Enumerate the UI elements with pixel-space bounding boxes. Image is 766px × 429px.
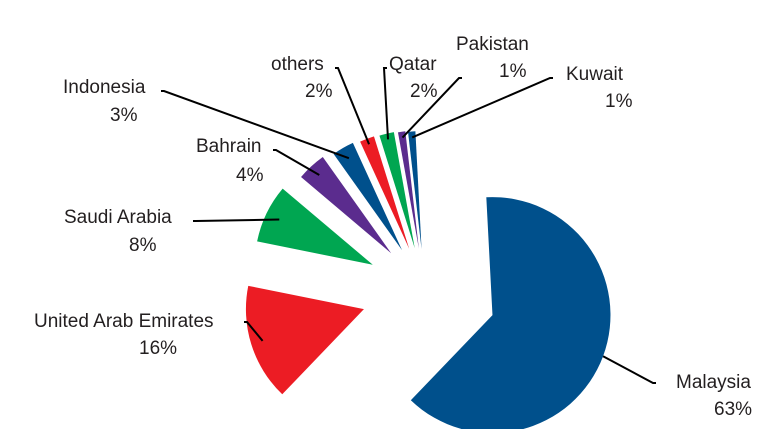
slice-label-percent: 16% [139,338,177,359]
slice-label-name: Saudi Arabia [64,207,172,228]
slice-label-percent: 2% [410,81,438,102]
pie-slice-bahrain [301,157,392,254]
pie-slice-pakistan [397,131,419,249]
leader-line-indonesia [161,90,350,160]
pie-slice-qatar [379,132,415,249]
slice-label-name: United Arab Emirates [34,311,214,332]
slice-label-percent: 2% [305,81,333,102]
leader-line-pakistan [401,77,462,139]
leader-line-saudi-arabia [193,218,280,222]
pie-slice-saudi-arabia [257,188,373,265]
leader-lines [161,67,656,384]
pie-slice-united-arab-emirates [245,285,364,395]
slice-label-percent: 63% [714,399,752,420]
slice-label-percent: 1% [605,91,633,112]
slice-label-name: Bahrain [196,136,262,157]
slice-label-name: Indonesia [63,77,146,98]
slice-label-name: others [271,54,324,75]
slice-label-name: Qatar [389,54,437,75]
slice-label-name: Pakistan [456,34,529,55]
slice-labels: Malaysia 63% United Arab Emirates 16% Saudi … [34,34,752,420]
leader-line-kuwait [411,77,553,139]
pie-slice-indonesia [333,142,402,251]
pie-slice-others [360,136,410,249]
leader-line-malaysia [602,355,656,384]
pie-slice-malaysia [410,197,611,429]
leader-line-united-arab-emirates [244,321,264,342]
slice-label-name: Malaysia [676,372,751,393]
leader-line-qatar [382,67,390,140]
slice-label-percent: 4% [236,165,264,186]
slice-label-name: Kuwait [566,64,624,85]
leader-line-others [335,67,370,145]
slice-label-percent: 1% [499,61,527,82]
slice-label-percent: 8% [129,235,157,256]
leader-line-bahrain [273,149,320,176]
slice-label-percent: 3% [110,105,138,126]
pie-slices [245,131,611,429]
pie-slice-kuwait [408,131,422,250]
